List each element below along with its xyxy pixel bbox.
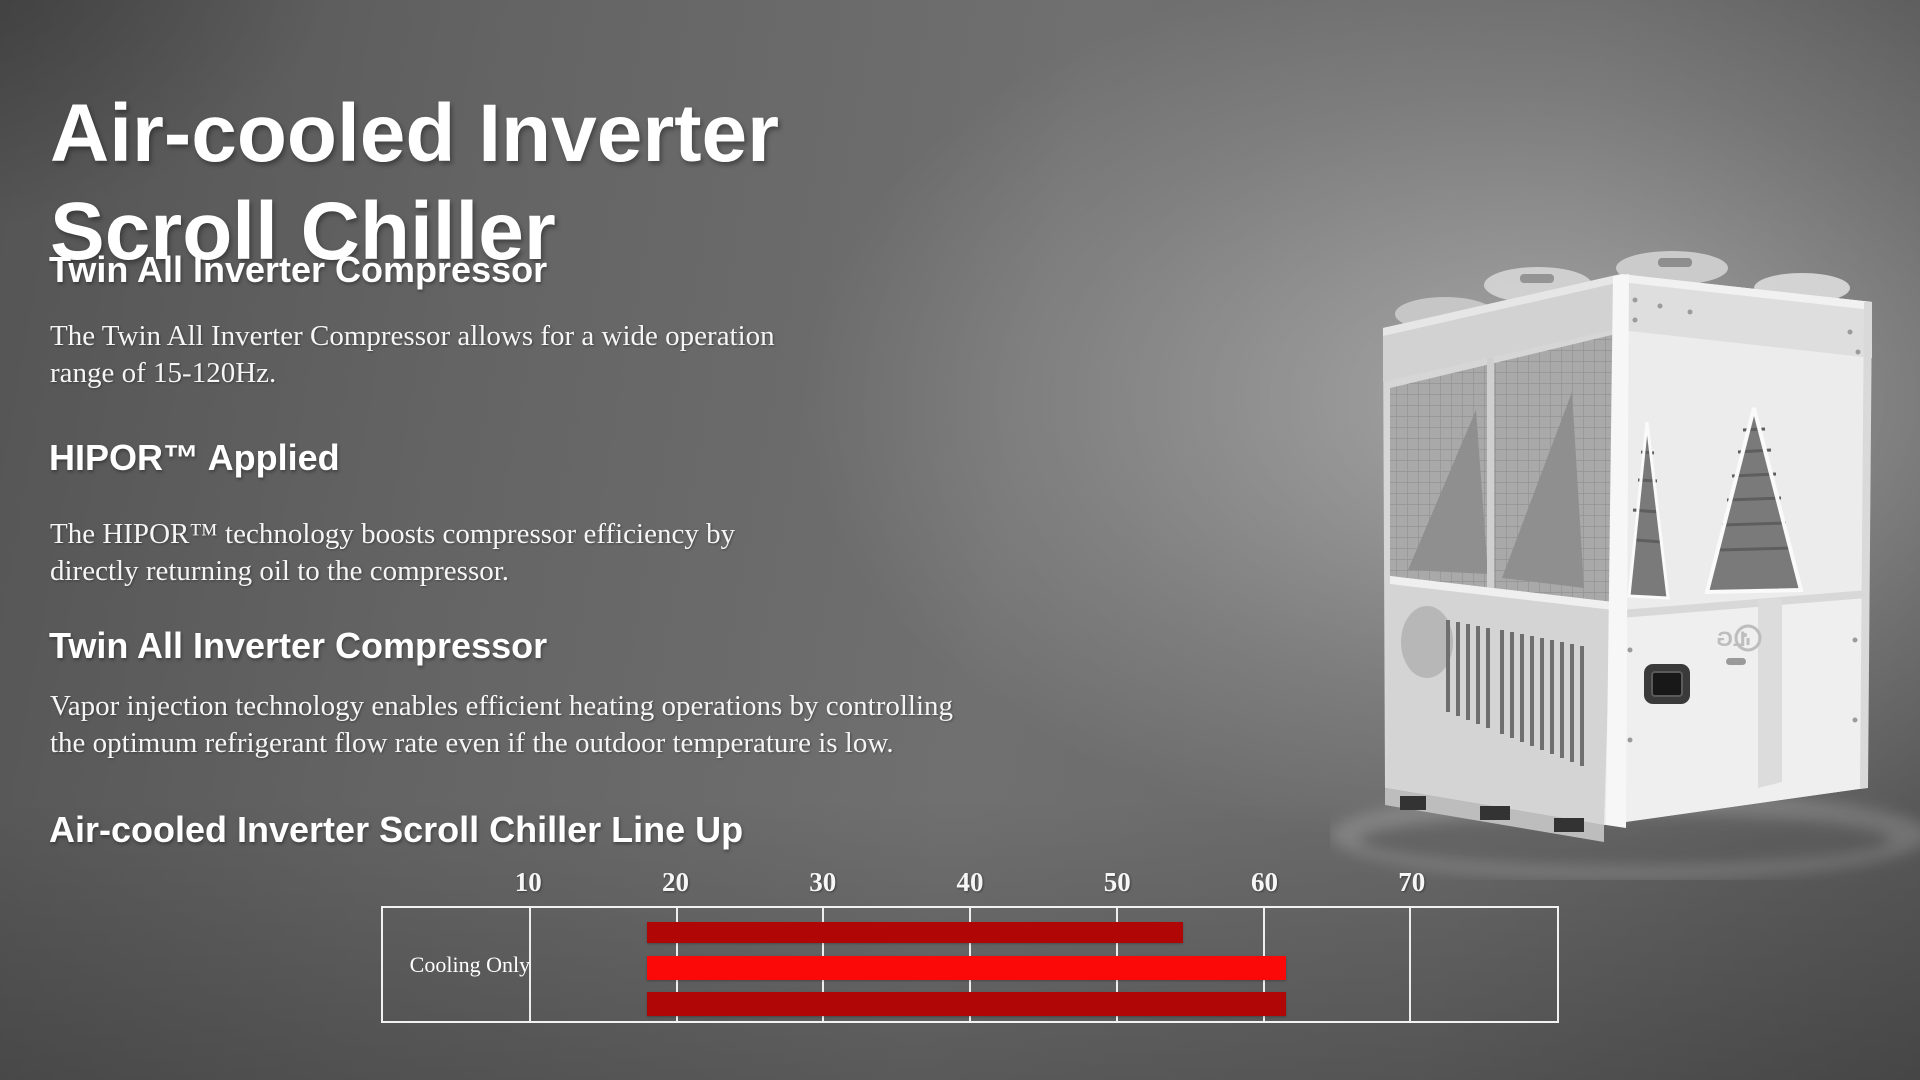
lineup-bar-3 xyxy=(647,992,1286,1016)
chiller-product-image: LG xyxy=(1330,251,1920,880)
feature-section-1: Twin All Inverter Compressor The Twin All… xyxy=(49,249,775,390)
feature-heading: HIPOR™ Applied xyxy=(49,437,340,478)
lineup-chart: Cooling Only xyxy=(381,906,1559,1023)
control-display-icon xyxy=(1644,664,1690,704)
lineup-row-label: Cooling Only xyxy=(409,951,531,977)
feature-body: The Twin All Inverter Compressor allows … xyxy=(50,318,775,392)
lg-logo: LG xyxy=(1716,624,1762,665)
axis-tick-label: 50 xyxy=(1103,867,1131,897)
feature-section-2: HIPOR™ Applied The HIPOR™ technology boos… xyxy=(49,437,735,588)
feature-body-line: the optimum refrigerant flow rate even i… xyxy=(50,727,894,759)
page-title-line-1: Air-cooled Inverter xyxy=(50,87,780,179)
page-title: Air-cooled Inverter Scroll Chiller xyxy=(50,85,779,281)
axis-tick-label: 40 xyxy=(956,867,984,897)
feature-section-3: Twin All Inverter Compressor Vapor inject… xyxy=(49,625,953,760)
feature-heading: Twin All Inverter Compressor xyxy=(49,625,548,666)
louver-slats xyxy=(1446,620,1584,766)
lineup-heading: Air-cooled Inverter Scroll Chiller Line … xyxy=(49,809,744,850)
feature-body: The HIPOR™ technology boosts compressor … xyxy=(50,516,735,590)
axis-tick-label: 20 xyxy=(662,867,689,897)
feature-body-line: The HIPOR™ technology boosts compressor … xyxy=(50,518,736,550)
chiller-left-face xyxy=(1383,274,1621,842)
svg-text:LG: LG xyxy=(1716,628,1745,651)
lineup-axis-ticks: 10 20 30 40 50 60 70 xyxy=(381,862,1559,900)
page-title-line-2: Scroll Chiller xyxy=(50,185,556,277)
feature-body-line: The Twin All Inverter Compressor allows … xyxy=(50,320,775,352)
axis-tick-label: 60 xyxy=(1251,867,1278,897)
lineup-bar-2 xyxy=(647,956,1286,980)
lineup-bar-1 xyxy=(647,922,1183,943)
gridline xyxy=(528,908,531,1021)
feet xyxy=(1400,796,1584,832)
axis-tick-label: 10 xyxy=(514,867,542,897)
axis-tick-label: 30 xyxy=(809,867,837,897)
feature-body: Vapor injection technology enables effic… xyxy=(50,688,953,762)
rivets xyxy=(1627,297,1861,743)
gridline xyxy=(1409,908,1412,1021)
unit-shadow xyxy=(1360,814,1890,866)
v-coil-openings xyxy=(1627,407,1804,600)
feature-body-line: directly returning oil to the compressor… xyxy=(50,555,510,587)
feature-body-line: Vapor injection technology enables effic… xyxy=(50,690,954,722)
chiller-right-face: LG xyxy=(1604,274,1872,828)
feature-body-line: range of 15-120Hz. xyxy=(50,357,277,389)
axis-tick-label: 70 xyxy=(1398,867,1426,897)
feature-heading: Twin All Inverter Compressor xyxy=(49,249,548,290)
